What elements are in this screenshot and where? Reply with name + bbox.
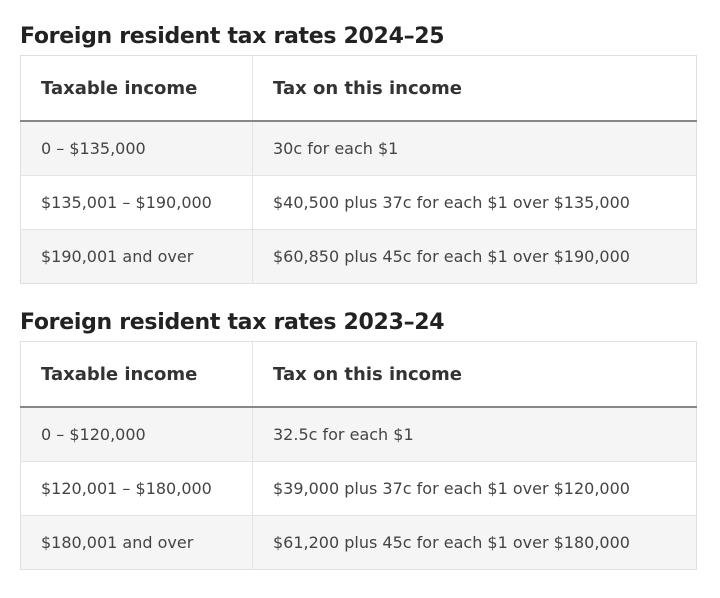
- column-header: Taxable income: [20, 55, 253, 122]
- column-header: Taxable income: [20, 341, 253, 408]
- table-title: Foreign resident tax rates 2024–25: [20, 24, 445, 49]
- table-cell: 30c for each $1: [252, 120, 697, 176]
- table-section: Foreign resident tax rates 2023–24 Taxabl…: [20, 310, 720, 570]
- table-row: $180,001 and over $61,200 plus 45c for ea…: [20, 515, 697, 570]
- table-cell: 0 – $135,000: [20, 120, 253, 176]
- table-cell: $39,000 plus 37c for each $1 over $120,0…: [252, 461, 697, 516]
- table-row: 0 – $120,000 32.5c for each $1: [20, 406, 697, 462]
- table-row: $120,001 – $180,000 $39,000 plus 37c for …: [20, 461, 697, 516]
- table-cell: $180,001 and over: [20, 515, 253, 570]
- table-cell: $60,850 plus 45c for each $1 over $190,0…: [252, 229, 697, 284]
- header-row: Taxable income Tax on this income: [20, 341, 697, 408]
- table-row: $135,001 – $190,000 $40,500 plus 37c for …: [20, 175, 697, 230]
- table-cell: $40,500 plus 37c for each $1 over $135,0…: [252, 175, 697, 230]
- table-cell: $61,200 plus 45c for each $1 over $180,0…: [252, 515, 697, 570]
- page: Foreign resident tax rates 2024–25 Taxabl…: [20, 24, 720, 570]
- tax-table: Taxable income Tax on this income 0 – $135…: [20, 55, 697, 284]
- table-cell: $135,001 – $190,000: [20, 175, 253, 230]
- tax-table: Taxable income Tax on this income 0 – $120…: [20, 341, 697, 570]
- table-section: Foreign resident tax rates 2024–25 Taxabl…: [20, 24, 720, 284]
- table-row: $190,001 and over $60,850 plus 45c for ea…: [20, 229, 697, 284]
- column-header: Tax on this income: [252, 55, 697, 122]
- table-title: Foreign resident tax rates 2023–24: [20, 310, 445, 335]
- table-cell: $120,001 – $180,000: [20, 461, 253, 516]
- table-cell: 32.5c for each $1: [252, 406, 697, 462]
- table-row: 0 – $135,000 30c for each $1: [20, 120, 697, 176]
- column-header: Tax on this income: [252, 341, 697, 408]
- header-row: Taxable income Tax on this income: [20, 55, 697, 122]
- table-cell: 0 – $120,000: [20, 406, 253, 462]
- table-cell: $190,001 and over: [20, 229, 253, 284]
